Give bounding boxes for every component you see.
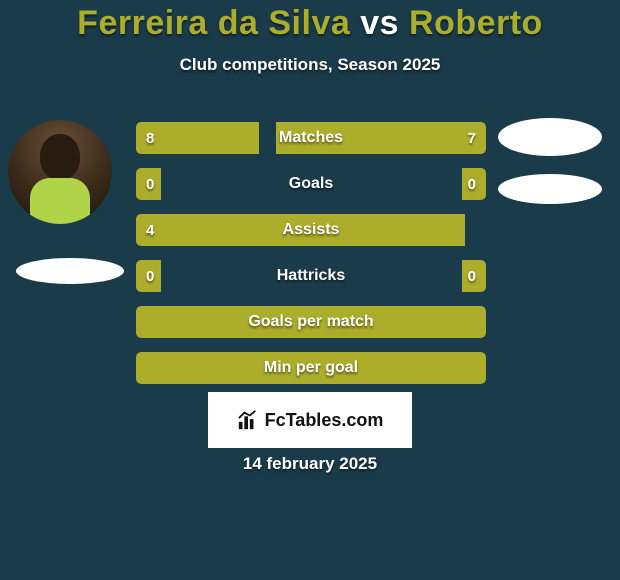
stat-label: Goals bbox=[136, 168, 486, 200]
stat-row: Min per goal bbox=[136, 352, 486, 384]
stat-row: 4Assists bbox=[136, 214, 486, 246]
stat-label: Goals per match bbox=[136, 306, 486, 338]
stat-label: Matches bbox=[136, 122, 486, 154]
footer-date: 14 february 2025 bbox=[0, 454, 620, 474]
title-vs: vs bbox=[350, 4, 409, 42]
player-left-shadow bbox=[16, 258, 124, 284]
stat-label: Hattricks bbox=[136, 260, 486, 292]
stat-row: Goals per match bbox=[136, 306, 486, 338]
title-player-left: Ferreira da Silva bbox=[77, 4, 350, 42]
page-title: Ferreira da Silva vs Roberto bbox=[0, 0, 620, 43]
comparison-card: Ferreira da Silva vs Roberto Club compet… bbox=[0, 0, 620, 580]
branding-badge: FcTables.com bbox=[208, 392, 412, 448]
subtitle: Club competitions, Season 2025 bbox=[0, 55, 620, 75]
branding-chart-icon bbox=[237, 409, 259, 431]
stat-row: 00Goals bbox=[136, 168, 486, 200]
player-right-shadow bbox=[498, 174, 602, 204]
stat-label: Min per goal bbox=[136, 352, 486, 384]
stat-label: Assists bbox=[136, 214, 486, 246]
branding-text: FcTables.com bbox=[265, 410, 384, 431]
stat-row: 00Hattricks bbox=[136, 260, 486, 292]
stat-row: 87Matches bbox=[136, 122, 486, 154]
player-right-avatar-placeholder bbox=[498, 118, 602, 156]
stats-container: 87Matches 00Goals 4Assists 00Hattricks Goals… bbox=[136, 122, 486, 398]
player-left-avatar bbox=[8, 120, 112, 224]
title-player-right: Roberto bbox=[409, 4, 543, 42]
